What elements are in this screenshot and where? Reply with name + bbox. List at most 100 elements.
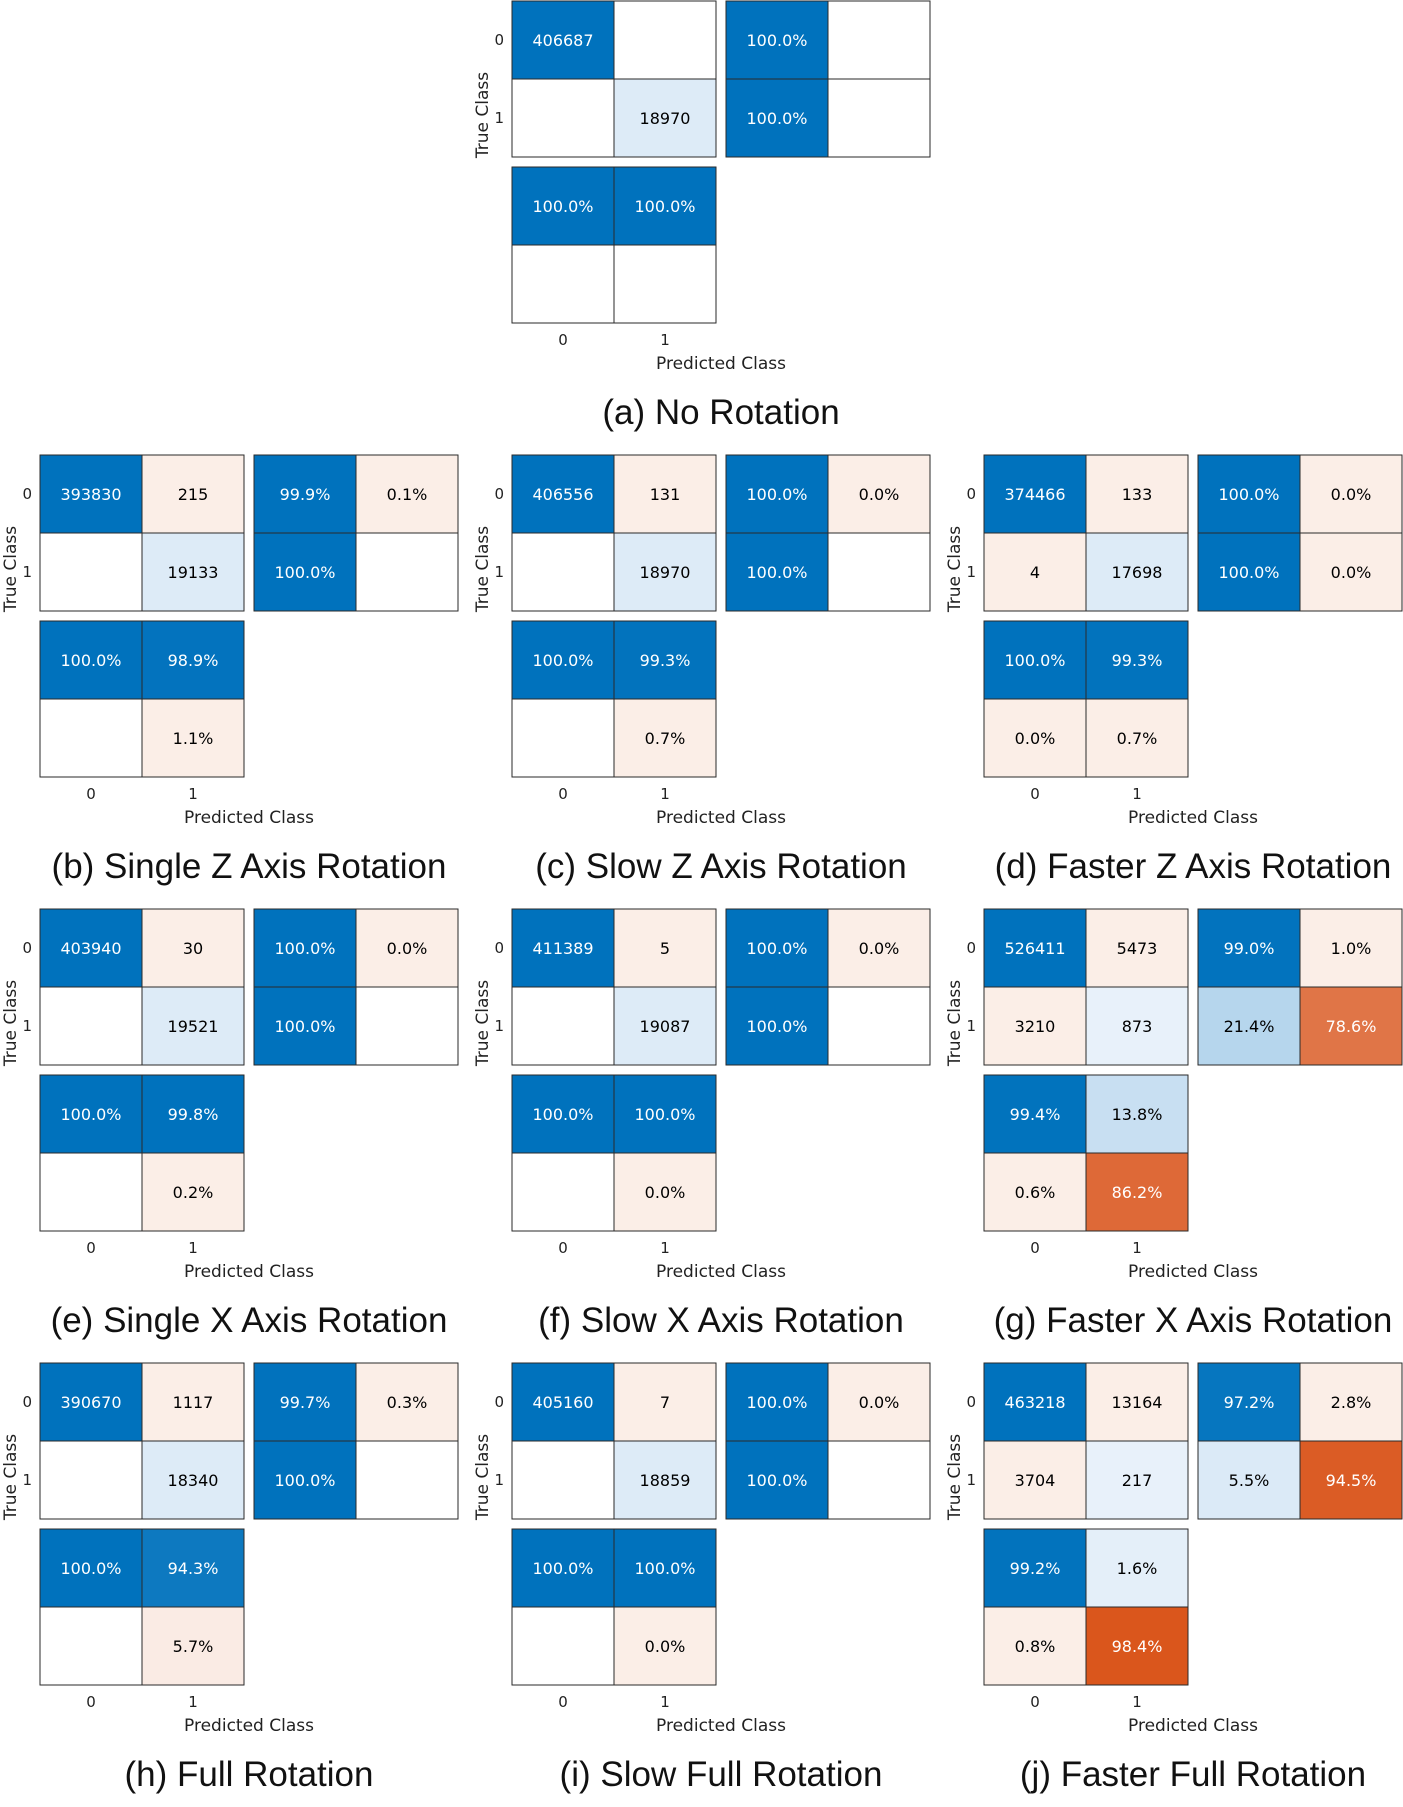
count-cell-0-1-label: 1117 <box>173 1393 214 1412</box>
row-summary-cell-0-0 <box>725 1362 829 1442</box>
confusion-panel-b: 393830 215 19133 99.9% 0.1% 100.0% 100.0% 98.9%… <box>1 454 459 886</box>
row-summary-cell-0-0 <box>725 454 829 534</box>
column-summary-cell-0-0-label: 100.0% <box>532 1559 593 1578</box>
row-summary-cell-1-1 <box>355 1440 459 1520</box>
count-cell-1-1 <box>613 1440 717 1520</box>
count-cell-0-1-label: 5473 <box>1117 939 1158 958</box>
row-summary-cell-1-1 <box>355 986 459 1066</box>
column-summary-cell-0-0 <box>511 620 615 700</box>
y-tick-label: 0 <box>494 1393 504 1411</box>
x-tick-label: 0 <box>558 1693 568 1711</box>
y-tick-label: 0 <box>966 1393 976 1411</box>
row-summary-cell-0-1-label: 0.0% <box>859 1393 900 1412</box>
row-summary-cell-1-0-label: 100.0% <box>274 563 335 582</box>
count-cell-1-0 <box>511 1440 615 1520</box>
row-summary-cell-1-0-label: 100.0% <box>746 563 807 582</box>
x-tick-label: 1 <box>660 785 670 803</box>
row-summary-cell-0-1-label: 0.3% <box>387 1393 428 1412</box>
x-axis-label: Predicted Class <box>656 808 786 828</box>
row-summary-cell-0-0-label: 99.9% <box>280 485 331 504</box>
column-summary-cell-0-1-label: 99.3% <box>1112 651 1163 670</box>
count-cell-1-0 <box>983 986 1087 1066</box>
row-summary-cell-1-0 <box>725 78 829 158</box>
column-summary-cell-1-1-label: 0.7% <box>1117 729 1158 748</box>
column-summary-cell-1-1-label: 98.4% <box>1112 1637 1163 1656</box>
column-summary-cell-0-1 <box>613 1074 717 1154</box>
row-summary-cell-0-0-label: 100.0% <box>746 485 807 504</box>
y-tick-label: 0 <box>494 485 504 503</box>
x-tick-label: 0 <box>86 1239 96 1257</box>
panel-caption: (j) Faster Full Rotation <box>1020 1755 1366 1794</box>
y-axis-label: True Class <box>473 1434 493 1521</box>
count-cell-0-0-label: 406687 <box>532 31 593 50</box>
column-summary-cell-0-1 <box>1085 1528 1189 1608</box>
count-cell-0-0-label: 463218 <box>1004 1393 1065 1412</box>
count-cell-1-0-label: 3704 <box>1015 1471 1056 1490</box>
count-cell-1-0 <box>39 532 143 612</box>
row-summary-cell-0-1-label: 1.0% <box>1331 939 1372 958</box>
count-cell-1-1 <box>613 986 717 1066</box>
count-cell-0-0-label: 405160 <box>532 1393 593 1412</box>
row-summary-cell-0-0 <box>253 454 357 534</box>
count-cell-0-1-label: 5 <box>660 939 670 958</box>
y-axis-label: True Class <box>1 980 21 1067</box>
column-summary-cell-1-0-label: 0.6% <box>1015 1183 1056 1202</box>
count-cell-0-1 <box>1085 908 1189 988</box>
count-cell-0-0-label: 393830 <box>60 485 121 504</box>
row-summary-cell-1-0 <box>253 986 357 1066</box>
count-cell-1-0-label: 4 <box>1030 563 1040 582</box>
column-summary-cell-0-1 <box>141 1074 245 1154</box>
row-summary-cell-0-0-label: 99.7% <box>280 1393 331 1412</box>
row-summary-cell-0-1-label: 0.1% <box>387 485 428 504</box>
row-summary-cell-0-0-label: 97.2% <box>1224 1393 1275 1412</box>
count-cell-0-1-label: 215 <box>178 485 209 504</box>
row-summary-cell-1-1 <box>827 1440 931 1520</box>
y-axis-label: True Class <box>473 980 493 1067</box>
count-cell-1-1-label: 873 <box>1122 1017 1153 1036</box>
x-tick-label: 1 <box>660 1693 670 1711</box>
row-summary-cell-1-0-label: 100.0% <box>1218 563 1279 582</box>
row-summary-cell-0-0-label: 100.0% <box>1218 485 1279 504</box>
panel-caption: (h) Full Rotation <box>125 1755 374 1794</box>
count-cell-1-0 <box>511 986 615 1066</box>
panel-caption: (e) Single X Axis Rotation <box>51 1301 448 1340</box>
x-tick-label: 1 <box>1132 785 1142 803</box>
row-summary-cell-0-1-label: 0.0% <box>859 485 900 504</box>
column-summary-cell-0-1-label: 100.0% <box>634 1105 695 1124</box>
column-summary-cell-0-1 <box>141 620 245 700</box>
row-summary-cell-1-0 <box>1197 1440 1301 1520</box>
row-summary-cell-1-0 <box>725 1440 829 1520</box>
count-cell-1-0 <box>39 986 143 1066</box>
row-summary-cell-1-1 <box>827 986 931 1066</box>
column-summary-cell-0-0-label: 100.0% <box>60 1559 121 1578</box>
column-summary-cell-1-0 <box>511 1606 615 1686</box>
column-summary-cell-1-0-label: 0.0% <box>1015 729 1056 748</box>
column-summary-cell-1-1 <box>613 244 717 324</box>
x-tick-label: 0 <box>558 1239 568 1257</box>
y-axis-label: True Class <box>1 526 21 613</box>
panel-caption: (i) Slow Full Rotation <box>560 1755 883 1794</box>
row-summary-cell-1-1 <box>1299 986 1403 1066</box>
column-summary-cell-0-0 <box>39 620 143 700</box>
y-tick-label: 1 <box>966 1471 976 1489</box>
row-summary-cell-0-0-label: 100.0% <box>746 939 807 958</box>
column-summary-cell-0-1 <box>613 166 717 246</box>
row-summary-cell-1-0 <box>725 532 829 612</box>
row-summary-cell-0-0-label: 100.0% <box>746 1393 807 1412</box>
row-summary-cell-0-0 <box>1197 454 1301 534</box>
column-summary-cell-0-0 <box>39 1528 143 1608</box>
column-summary-cell-0-1-label: 98.9% <box>168 651 219 670</box>
row-summary-cell-1-1-label: 94.5% <box>1326 1471 1377 1490</box>
confusion-panel-e: 403940 30 19521 100.0% 0.0% 100.0% 100.0% 99.8%… <box>1 908 459 1340</box>
count-cell-0-0-label: 411389 <box>532 939 593 958</box>
y-tick-label: 1 <box>966 1017 976 1035</box>
row-summary-cell-1-1 <box>355 532 459 612</box>
x-axis-label: Predicted Class <box>184 1716 314 1736</box>
column-summary-cell-1-0 <box>511 698 615 778</box>
row-summary-cell-1-0 <box>1197 986 1301 1066</box>
count-cell-0-0-label: 374466 <box>1004 485 1065 504</box>
column-summary-cell-0-1-label: 99.8% <box>168 1105 219 1124</box>
